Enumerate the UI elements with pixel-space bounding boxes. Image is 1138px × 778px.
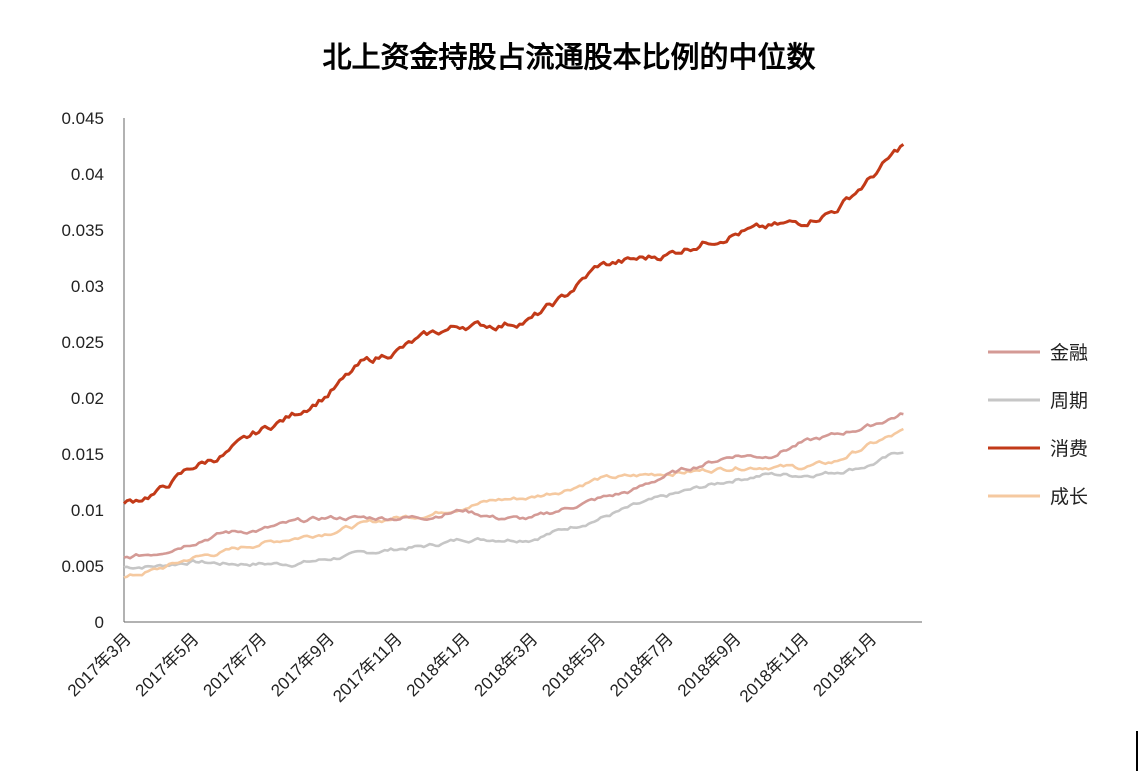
text-cursor-bar: [1136, 731, 1138, 771]
y-tick-label: 0.01: [71, 501, 104, 520]
x-tick-label: 2019年1月: [809, 629, 880, 700]
x-tick-label: 2018年9月: [674, 629, 745, 700]
legend-label: 金融: [1050, 342, 1088, 364]
x-tick-label: 2017年5月: [132, 629, 203, 700]
x-tick-label: 2017年3月: [64, 629, 135, 700]
legend-label: 消费: [1050, 438, 1088, 460]
x-tick-labels: 2017年3月2017年5月2017年7月2017年9月2017年11月2018…: [64, 629, 880, 706]
series-line-2: [122, 143, 905, 505]
y-tick-label: 0.005: [61, 557, 104, 576]
x-tick-label: 2017年9月: [267, 629, 338, 700]
y-tick-label: 0.015: [61, 445, 104, 464]
y-tick-label: 0.04: [71, 165, 104, 184]
x-tick-label: 2017年7月: [199, 629, 270, 700]
x-tick-label: 2018年11月: [736, 629, 813, 706]
x-tick-label: 2018年1月: [403, 629, 474, 700]
chart-title: 北上资金持股占流通股本比例的中位数: [322, 40, 816, 74]
axes: [123, 118, 922, 623]
series-lines: [122, 143, 905, 579]
y-tick-label: 0.02: [71, 389, 104, 408]
legend-label: 成长: [1050, 486, 1088, 508]
y-tick-label: 0.025: [61, 333, 104, 352]
y-tick-label: 0.045: [61, 109, 104, 128]
y-tick-label: 0.035: [61, 221, 104, 240]
y-tick-labels: 0 0.005 0.01 0.015 0.02 0.025 0.03 0.035 0.04 0.0…: [61, 109, 104, 632]
series-line-1: [123, 451, 904, 570]
series-line-3: [123, 427, 904, 579]
x-tick-label: 2018年5月: [538, 629, 609, 700]
x-tick-label: 2018年7月: [606, 629, 677, 700]
series-line-0: [123, 412, 904, 560]
x-tick-label: 2018年3月: [471, 629, 542, 700]
x-tick-label: 2017年11月: [329, 629, 406, 706]
y-tick-label: 0: [95, 613, 104, 632]
y-tick-label: 0.03: [71, 277, 104, 296]
legend-label: 周期: [1050, 390, 1088, 412]
